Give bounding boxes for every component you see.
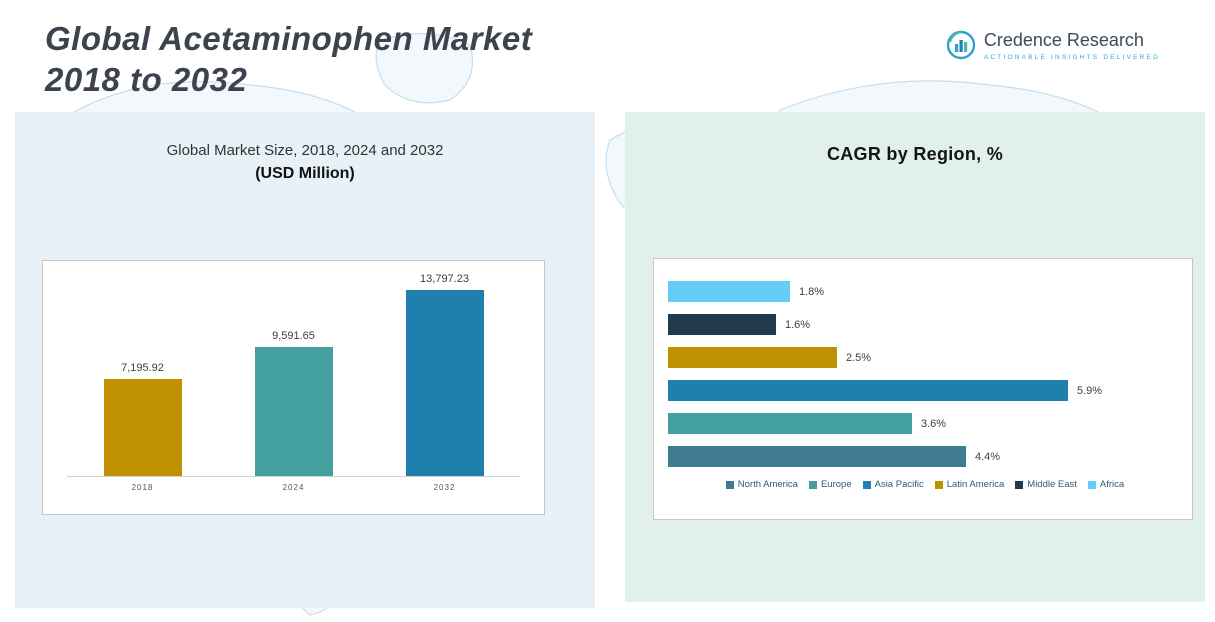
cagr-row-europe: 3.6% [668,413,1182,434]
cagr-chart: 1.8% 1.6% 2.5% 5.9% 3.6% 4.4% North America Eu… [653,258,1193,520]
bar-2018 [103,379,182,476]
market-size-panel: Global Market Size, 2018, 2024 and 2032 … [15,112,595,608]
cagr-value-label: 5.9% [1077,384,1103,397]
logo-chart-icon [946,30,976,60]
legend-label: North America [737,479,798,490]
legend-label: Europe [820,479,852,490]
legend-swatch [1087,480,1096,489]
legend-swatch [725,480,734,489]
market-size-chart: 7,195.92 9,591.65 13,797.23 2018 2024 2032 [42,260,545,515]
cagr-bar-africa [668,281,790,302]
legend-swatch [808,480,817,489]
legend-swatch [862,480,871,489]
cagr-row-africa: 1.8% [668,281,1182,302]
cagr-value-label: 4.4% [975,450,1001,463]
legend-item-europe: Europe [808,479,852,490]
legend-swatch [1015,480,1024,489]
bar-column-2024: 9,591.65 [229,330,359,476]
header: Global Acetaminophen Market 2018 to 2032 [45,18,532,101]
cagr-bar-europe [668,413,912,434]
legend-swatch [934,480,943,489]
cagr-bar-middle-east [668,314,776,335]
cagr-bar-north-america [668,446,966,467]
logo-name: Credence Research [983,30,1144,50]
cagr-title: CAGR by Region, % [826,144,1004,164]
market-size-x-axis: 2018 2024 2032 [67,483,520,492]
cagr-row-latin-america: 2.5% [668,347,1182,368]
cagr-value-label: 1.6% [785,318,811,331]
bar-column-2032: 13,797.23 [380,273,510,476]
market-size-plot-area: 7,195.92 9,591.65 13,797.23 [67,273,520,477]
x-axis-label-2018: 2018 [131,483,154,492]
cagr-bar-asia-pacific [668,380,1068,401]
bar-value-label: 7,195.92 [121,362,164,374]
page-title-line2: 2018 to 2032 [45,61,248,99]
cagr-panel: CAGR by Region, % 1.8% 1.6% 2.5% 5.9% 3.6% 4.… [625,112,1205,602]
cagr-row-asia-pacific: 5.9% [668,380,1182,401]
cagr-plot-area: 1.8% 1.6% 2.5% 5.9% 3.6% 4.4% [668,281,1182,467]
market-size-subtitle-line2: (USD Million) [255,165,355,182]
legend-label: Latin America [946,479,1005,490]
legend-item-middle-east: Middle East [1015,479,1077,490]
legend-item-asia-pacific: Asia Pacific [862,479,924,490]
credence-research-logo: Credence Research Actionable Insights De… [946,30,1160,61]
market-size-subtitle: Global Market Size, 2018, 2024 and 2032 … [15,142,595,183]
cagr-legend: North America Europe Asia Pacific Latin Ame… [668,479,1182,490]
cagr-value-label: 1.8% [799,285,825,298]
x-axis-label-2032: 2032 [433,483,456,492]
cagr-value-label: 2.5% [846,351,872,364]
bar-value-label: 13,797.23 [420,273,469,285]
cagr-value-label: 3.6% [921,417,947,430]
cagr-bar-latin-america [668,347,837,368]
legend-item-latin-america: Latin America [934,479,1005,490]
cagr-row-north-america: 4.4% [668,446,1182,467]
logo-tagline: Actionable Insights Delivered [983,54,1160,61]
cagr-row-middle-east: 1.6% [668,314,1182,335]
legend-label: Middle East [1027,479,1077,490]
legend-label: Africa [1099,479,1125,490]
page-title-line1: Global Acetaminophen Market [45,20,533,57]
page-title: Global Acetaminophen Market 2018 to 2032 [45,18,532,101]
bar-value-label: 9,591.65 [272,330,315,342]
legend-item-africa: Africa [1087,479,1125,490]
market-size-subtitle-line1: Global Market Size, 2018, 2024 and 2032 [166,142,444,159]
bar-2024 [254,347,333,476]
bar-column-2018: 7,195.92 [78,362,208,476]
x-axis-label-2024: 2024 [282,483,305,492]
legend-label: Asia Pacific [874,479,924,490]
bar-2032 [405,290,484,476]
legend-item-north-america: North America [725,479,798,490]
